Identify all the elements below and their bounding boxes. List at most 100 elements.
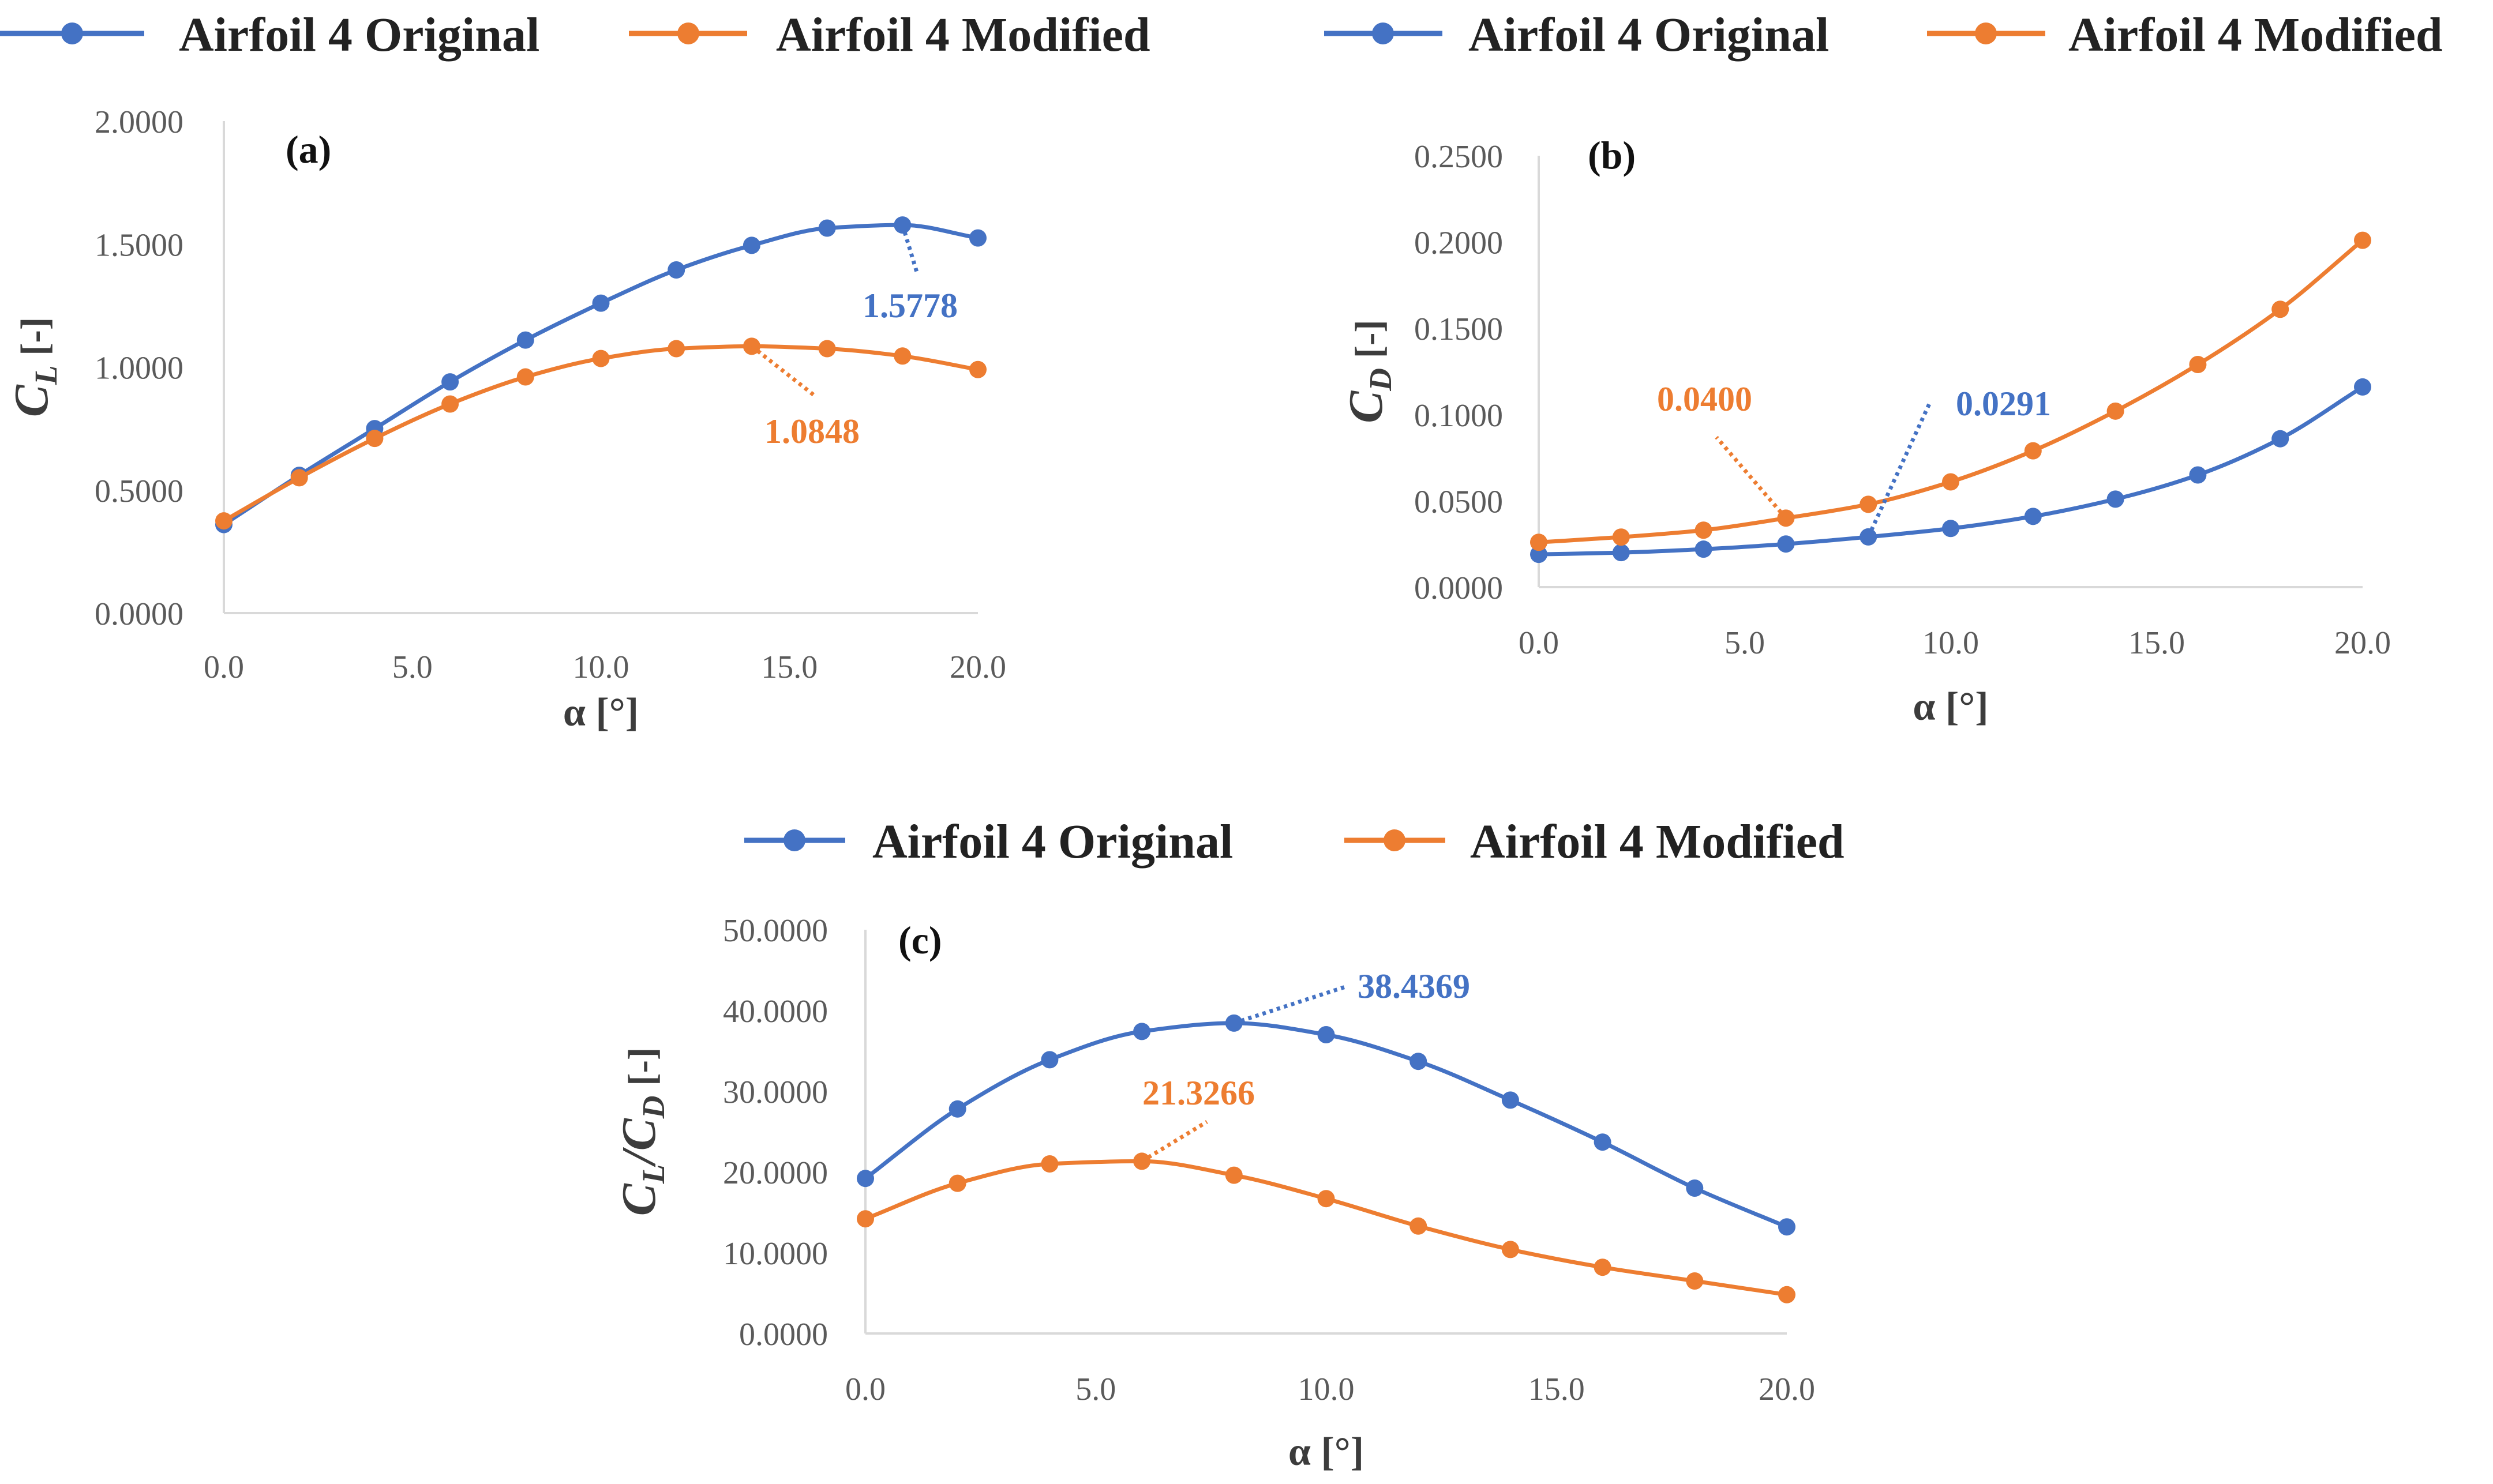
data-point-original (818, 219, 836, 237)
legend-original-swatch-marker (61, 22, 83, 44)
x-tick-label: 20.0 (1759, 1372, 1815, 1407)
data-point-modified (1530, 534, 1547, 551)
data-point-original (2354, 378, 2371, 396)
data-point-modified (949, 1174, 966, 1192)
data-point-modified (668, 340, 685, 358)
data-point-modified (1942, 473, 1959, 491)
data-point-modified (1695, 521, 1712, 539)
y-axis-title: CD [-] (1339, 320, 1398, 423)
data-point-original (743, 236, 760, 254)
x-axis-title: α [°] (563, 690, 639, 735)
data-point-original (668, 261, 685, 279)
y-axis-title: CL [-] (5, 317, 63, 417)
data-point-modified (894, 347, 912, 365)
data-point-modified (1317, 1190, 1335, 1208)
data-point-modified (516, 368, 534, 386)
data-point-modified (592, 350, 610, 367)
series-line-modified (223, 344, 979, 523)
data-point-modified (366, 430, 384, 448)
annotation-value-label: 1.0848 (764, 412, 860, 450)
data-point-original (1133, 1023, 1151, 1040)
y-tick-label: 1.0000 (95, 351, 183, 386)
chart-lift-to-drag-ratio: 0.0000 10.0000 20.0000 30.0000 40.0000 50.000… (612, 913, 1815, 1474)
chart-drag-coefficient: 0.0000 0.0500 0.1000 0.1500 0.2000 0.2500 0.0 5… (1339, 133, 2391, 729)
y-tick-label: 0.0000 (95, 596, 183, 632)
data-point-original (1777, 535, 1795, 553)
y-tick-label: 0.1500 (1414, 311, 1503, 347)
y-tick-label: 0.0500 (1414, 484, 1503, 520)
annotation-leader-line (1233, 984, 1348, 1025)
y-tick-label: 40.0000 (723, 994, 828, 1030)
data-point-modified (1409, 1217, 1427, 1235)
annotation-value-label: 21.3266 (1142, 1074, 1255, 1112)
annotation-leader-line (750, 344, 816, 397)
data-point-original (949, 1100, 966, 1118)
y-tick-label: 20.0000 (723, 1155, 828, 1191)
legend-bottom: Airfoil 4 Original Airfoil 4 Modified (744, 815, 1845, 869)
legend-original-swatch-marker (1372, 22, 1394, 44)
panel-label: (c) (898, 918, 942, 962)
data-point-modified (2024, 442, 2042, 460)
data-point-modified (1041, 1155, 1059, 1173)
data-point-original (2024, 508, 2042, 525)
data-point-original (1530, 546, 1547, 563)
y-tick-label: 1.5000 (95, 227, 183, 263)
data-point-original (2189, 466, 2207, 484)
legend-original-label: Airfoil 4 Original (179, 8, 539, 62)
legend-original-swatch-marker (783, 829, 805, 851)
y-tick-label: 30.0000 (723, 1075, 828, 1110)
legend-top-right: Airfoil 4 Original Airfoil 4 Modified (1324, 8, 2443, 62)
annotation-value-label: 0.0400 (1657, 380, 1752, 418)
series-line-original (1538, 385, 2364, 557)
data-point-original (1612, 544, 1630, 562)
y-tick-label: 0.1000 (1414, 398, 1503, 434)
y-tick-label: 10.0000 (723, 1236, 828, 1272)
x-tick-label: 10.0 (1922, 625, 1979, 661)
data-point-original (441, 373, 459, 391)
data-point-modified (2106, 402, 2124, 420)
annotation-value-label: 38.4369 (1358, 967, 1470, 1005)
legend-modified-label: Airfoil 4 Modified (1470, 815, 1845, 869)
legend-original-label: Airfoil 4 Original (1468, 8, 1829, 62)
legend-top-left: Airfoil 4 Original Airfoil 4 Modified (0, 8, 1150, 62)
data-point-modified (1860, 495, 1877, 513)
data-point-modified (2354, 231, 2371, 249)
data-point-modified (2189, 356, 2207, 374)
data-point-original (1695, 540, 1712, 558)
legend-modified-swatch-marker (1975, 22, 1997, 44)
annotation-value-label: 1.5778 (863, 287, 958, 325)
x-tick-label: 15.0 (2128, 625, 2185, 661)
data-point-modified (818, 340, 836, 358)
annotation-leader-line (1715, 435, 1788, 520)
x-tick-label: 15.0 (761, 649, 818, 685)
x-tick-label: 5.0 (1725, 625, 1765, 661)
x-tick-label: 0.0 (204, 649, 244, 685)
legend-modified-swatch-marker (677, 22, 699, 44)
data-point-original (2106, 490, 2124, 508)
legend-modified-label: Airfoil 4 Modified (776, 8, 1150, 62)
y-tick-label: 0.0000 (1414, 570, 1503, 606)
data-point-original (1686, 1179, 1704, 1197)
x-axis-title: α [°] (1913, 685, 1988, 729)
legend-modified-swatch-marker (1384, 829, 1405, 851)
y-axis-title: CL/CD [-] (612, 1047, 671, 1216)
y-tick-label: 2.0000 (95, 104, 183, 140)
x-tick-label: 5.0 (392, 649, 433, 685)
data-point-modified (1594, 1258, 1611, 1276)
data-point-original (857, 1170, 874, 1188)
y-tick-label: 0.0000 (739, 1317, 828, 1352)
y-tick-label: 50.0000 (723, 913, 828, 949)
x-tick-label: 10.0 (573, 649, 629, 685)
data-point-modified (1612, 528, 1630, 546)
data-point-modified (969, 360, 987, 378)
data-point-modified (1686, 1272, 1704, 1290)
panel-label: (a) (286, 127, 331, 171)
data-point-original (1942, 520, 1959, 538)
data-point-original (1501, 1091, 1519, 1109)
annotation-value-label: 0.0291 (1956, 385, 2051, 423)
data-point-original (2271, 430, 2289, 448)
x-axis-title: α [°] (1288, 1430, 1364, 1474)
annotation-leader-line (900, 224, 920, 275)
x-tick-label: 0.0 (1519, 625, 1559, 661)
